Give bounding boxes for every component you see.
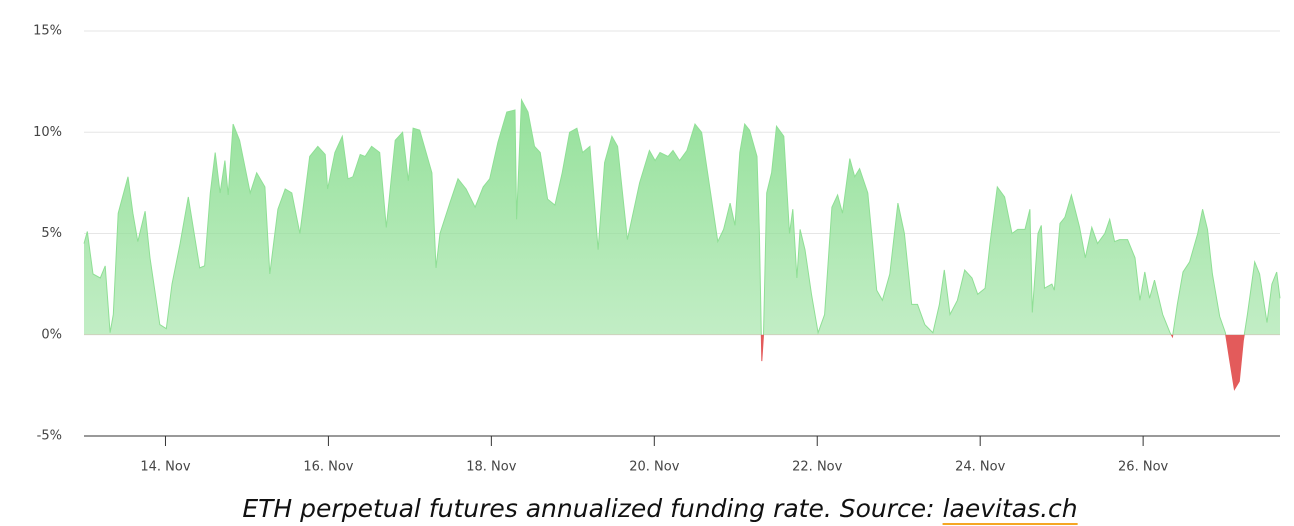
y-tick-label: 0% <box>41 327 62 342</box>
area-positive <box>84 99 1280 335</box>
y-tick-label: 5% <box>41 226 62 241</box>
x-tick-label: 26. Nov <box>1118 460 1168 475</box>
plot <box>83 97 1281 391</box>
y-tick-label: 15% <box>33 24 62 39</box>
caption-text: ETH perpetual futures annualized funding… <box>242 494 934 523</box>
x-tick-label: 24. Nov <box>955 460 1005 475</box>
x-tick-label: 18. Nov <box>466 460 516 475</box>
x-tick-label: 20. Nov <box>629 460 679 475</box>
x-tick-label: 14. Nov <box>140 460 190 475</box>
axes: -5% 0% 5% 10% 15% 14. Nov 16. Nov 18. Nov 20. No… <box>33 24 1280 475</box>
x-tick-label: 16. Nov <box>303 460 353 475</box>
y-tick-label: -5% <box>37 429 62 444</box>
y-tick-label: 10% <box>33 125 62 140</box>
source-link[interactable]: laevitas.ch <box>943 494 1078 523</box>
line-positive <box>83 97 1281 335</box>
caption: ETH perpetual futures annualized funding… <box>242 494 1077 523</box>
x-tick-label: 22. Nov <box>792 460 842 475</box>
